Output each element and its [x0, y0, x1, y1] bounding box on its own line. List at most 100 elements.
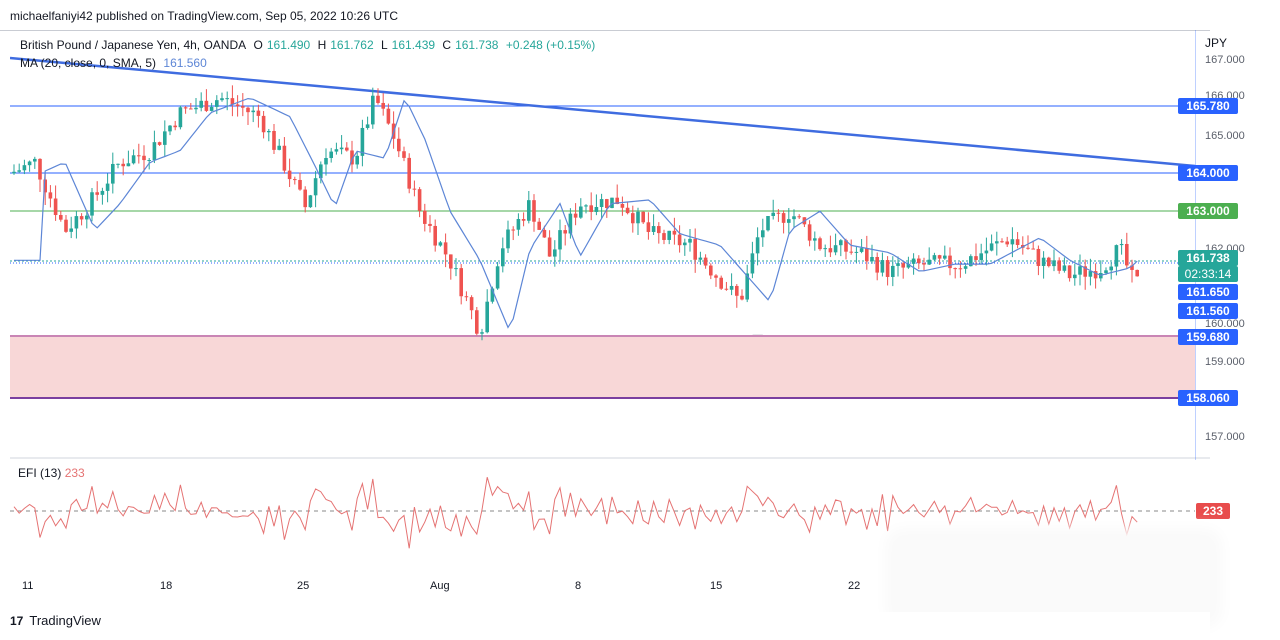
candle-body [313, 178, 318, 196]
candle-body [984, 250, 989, 254]
chart-area[interactable]: Learn2Trade [10, 30, 1210, 630]
candle-body [1125, 243, 1129, 266]
tick-160: 160.000 [1205, 318, 1245, 330]
candle-body [163, 131, 167, 145]
candle-body [90, 192, 94, 216]
candle-body [449, 254, 453, 269]
low-label: L [380, 38, 388, 52]
candle-body [251, 110, 255, 113]
candle-body [755, 237, 760, 254]
candle-body [1041, 257, 1046, 266]
candle-body [589, 205, 593, 212]
candle-body [189, 108, 193, 110]
candle-body [677, 234, 682, 246]
open-label: O [253, 38, 263, 52]
close-value: 161.738 [455, 38, 499, 52]
candle-body [610, 197, 614, 209]
published-line: michaelfaniyi42 published on TradingView… [10, 9, 399, 23]
candle-body [776, 212, 781, 214]
candle-body [953, 268, 957, 270]
candle-body [43, 179, 47, 193]
candle-body [989, 243, 994, 251]
candle-body [766, 216, 770, 231]
candle-body [584, 205, 588, 207]
candle-body [599, 199, 604, 207]
moving-average-line [14, 97, 1138, 329]
efi-legend: EFI (13) 233 [18, 466, 85, 480]
low-value: 161.439 [391, 38, 436, 52]
candle-body [683, 242, 687, 246]
candle-body [932, 255, 937, 260]
candle-body [963, 266, 968, 269]
candle-body [209, 106, 214, 111]
efi-label: EFI (13) [18, 466, 62, 480]
candle-body [1015, 239, 1020, 245]
candle-body [797, 216, 801, 218]
candle-body [880, 260, 885, 273]
ma-value: 161.560 [163, 56, 207, 70]
candle-body [651, 226, 656, 232]
candle-body [1073, 274, 1077, 279]
candle-body [594, 206, 599, 212]
candle-body [558, 230, 562, 250]
candle-body [329, 151, 333, 159]
candle-body [885, 260, 890, 277]
close-label: C [442, 38, 452, 52]
candle-body [719, 277, 723, 289]
candle-body [1031, 248, 1035, 250]
candle-body [839, 240, 843, 246]
candle-body [542, 229, 547, 238]
candle-body [906, 263, 911, 268]
ma-label: MA (20, close, 0, SMA, 5) [20, 56, 157, 70]
candle-body [282, 145, 287, 171]
candle-body [459, 268, 463, 297]
candle-body [137, 155, 141, 157]
candle-body [1026, 247, 1030, 249]
candle-body [485, 301, 489, 333]
candle-body [371, 95, 375, 125]
candle-body [974, 256, 978, 260]
candle-body [350, 150, 354, 165]
candle-body [662, 233, 666, 240]
time-22: 22 [848, 580, 861, 592]
tradingview-brand: TradingView [29, 613, 101, 628]
candle-body [958, 268, 963, 270]
candle-body [267, 130, 271, 133]
candle-body [1104, 270, 1108, 274]
candle-body [261, 115, 266, 133]
candle-body [943, 255, 947, 259]
candle-body [433, 225, 437, 246]
candle-body [490, 288, 495, 302]
candle-body [183, 107, 188, 109]
candle-body [12, 171, 16, 174]
candle-body [33, 158, 37, 162]
candle-body [126, 163, 131, 167]
tradingview-logo[interactable]: 17 TradingView [10, 613, 101, 628]
candle-body [308, 195, 313, 208]
tag-163000: 163.000 [1178, 203, 1238, 219]
candle-body [38, 158, 42, 180]
symbol-legend: British Pound / Japanese Yen, 4h, OANDA … [20, 38, 599, 52]
candle-body [298, 179, 302, 190]
candle-body [922, 263, 926, 265]
candle-body [199, 100, 203, 108]
candle-body [412, 188, 417, 190]
candle-body [345, 147, 349, 151]
tag-efi: 233 [1196, 503, 1230, 519]
candle-body [1078, 266, 1082, 275]
candle-body [287, 170, 292, 180]
tradingview-mark-icon: 17 [10, 613, 24, 628]
candle-body [100, 190, 105, 195]
candle-body [865, 248, 869, 262]
candle-body [516, 219, 521, 230]
candle-body [324, 158, 328, 165]
candle-body [168, 125, 172, 132]
candle-body [501, 248, 505, 267]
candle-body [79, 216, 84, 220]
candle-body [480, 332, 484, 334]
price-chart-svg[interactable] [10, 30, 1210, 630]
candle-body [53, 198, 58, 216]
candle-body [703, 257, 708, 266]
candle-body [1062, 265, 1067, 271]
candle-body [761, 230, 765, 238]
